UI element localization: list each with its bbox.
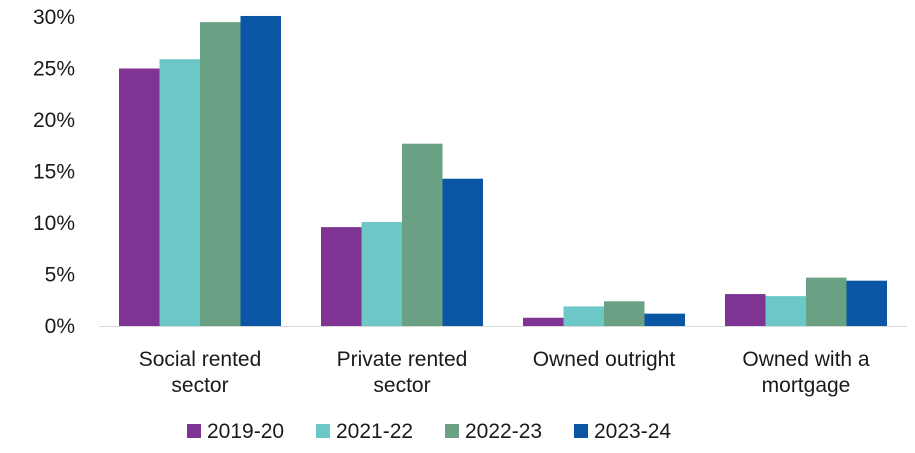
y-tick-label: 5% [45,264,75,287]
bar-2023-24-1 [442,178,483,326]
legend-swatch [316,424,330,438]
category-label: sector [373,374,430,397]
legend-label: 2019-20 [207,420,284,443]
category-label: Owned with a [742,348,870,371]
y-tick-label: 30% [33,6,75,29]
category-label: Private rented [337,348,468,371]
category-label: sector [171,374,228,397]
bar-2021-22-0 [159,59,200,326]
bar-2022-23-0 [200,22,241,327]
legend-swatch [187,424,201,438]
bar-2021-22-2 [563,306,604,326]
y-tick-label: 15% [33,161,75,184]
y-tick-label: 10% [33,212,75,235]
bar-2019-20-1 [321,227,362,326]
category-label: Owned outright [533,348,676,371]
bars [119,15,887,327]
legend-swatch [445,424,459,438]
legend-swatch [574,424,588,438]
bar-2022-23-1 [402,143,443,326]
bar-2022-23-2 [604,301,645,326]
bar-2019-20-2 [523,317,564,326]
bar-2021-22-1 [361,221,402,326]
legend-label: 2022-23 [465,420,542,443]
y-axis: 0% 5% 10% 15% 20% 25% 30% [33,6,75,338]
category-label: Social rented [139,348,262,371]
bar-2023-24-3 [846,280,887,326]
bar-2022-23-3 [806,277,847,326]
bar-2021-22-3 [765,296,806,326]
y-tick-label: 25% [33,58,75,81]
legend: 2019-20 2021-22 2022-23 2023-24 [187,420,671,443]
legend-label: 2021-22 [336,420,413,443]
x-axis: Social rented sector Private rented sector O… [99,326,907,397]
bar-2019-20-0 [119,68,160,326]
category-label: mortgage [762,374,851,397]
y-tick-label: 0% [45,315,75,338]
legend-label: 2023-24 [594,420,671,443]
bar-2023-24-0 [240,15,281,326]
y-tick-label: 20% [33,109,75,132]
bar-2019-20-3 [725,294,766,326]
bar-2023-24-2 [644,313,685,326]
